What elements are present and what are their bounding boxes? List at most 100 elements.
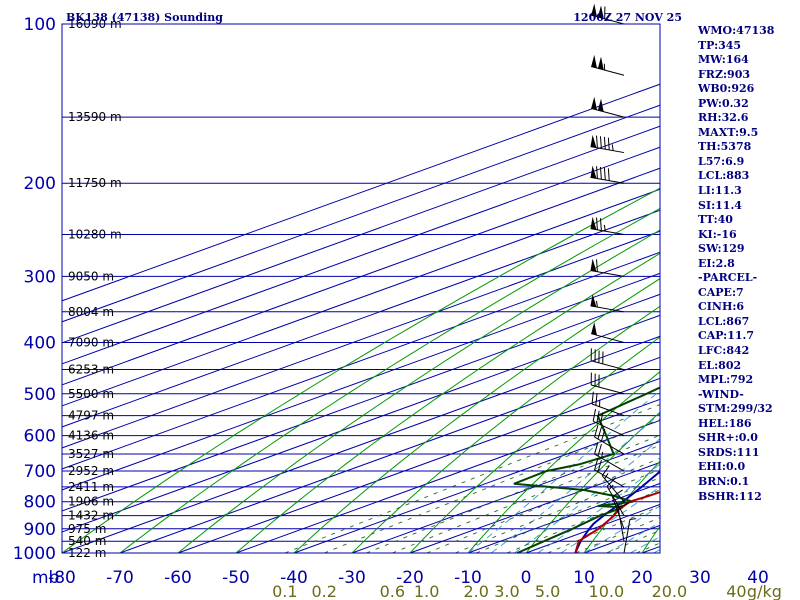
wind-barb-pennant: [590, 216, 597, 230]
wind-barb-flag: [596, 217, 598, 230]
pressure-tick-label: 900: [24, 520, 56, 540]
mixing-ratio-line: [506, 489, 660, 554]
wind-barb-flag: [591, 391, 594, 405]
wind-barb-shaft: [591, 14, 625, 25]
wind-barb-flag: [617, 502, 630, 509]
wind-barb-half-flag: [595, 300, 598, 308]
dry-adiabat-line: [293, 278, 660, 554]
isotherm-line: [293, 419, 660, 554]
index-item: KI:-16: [698, 227, 737, 241]
wind-barb-shaft: [590, 146, 625, 154]
temperature-tick-label: -70: [106, 568, 134, 588]
wind-barb-half-flag: [604, 473, 609, 480]
index-item: L57:6.9: [698, 154, 745, 168]
mixing-ratio-label: g/kg: [747, 582, 782, 600]
pressure-tick-label: 700: [24, 462, 56, 482]
wind-barb-pennant: [597, 56, 604, 70]
index-item: RH:32.6: [698, 111, 749, 125]
isotherm-line: [62, 104, 660, 323]
pressure-tick-label: 400: [24, 333, 56, 353]
wind-barb-flag: [601, 429, 606, 442]
height-label: 975 m: [68, 522, 106, 536]
index-item: WMO:47138: [698, 24, 775, 37]
index-item: LI:11.3: [698, 184, 742, 198]
wind-barb-flag: [606, 477, 617, 487]
pressure-tick-label: 100: [24, 15, 56, 35]
isotherm-line: [62, 125, 660, 344]
index-item: EL:802: [698, 358, 742, 372]
wind-barb: [590, 348, 625, 371]
wind-barb-shaft: [591, 333, 625, 343]
wind-barb-pennant: [597, 98, 604, 112]
mixing-ratio-label: 2.0: [463, 582, 488, 600]
dry-adiabat-line: [351, 305, 660, 554]
wind-barb: [592, 409, 625, 437]
wind-barb-flag: [596, 410, 600, 424]
wind-barb-shaft: [611, 496, 625, 529]
isotherm-line: [62, 272, 660, 491]
index-item: STM:299/32: [698, 402, 773, 416]
pressure-tick-label: 1000: [13, 544, 56, 564]
pressure-tick-label: 300: [24, 267, 56, 287]
temperature-tick-label: -20: [396, 568, 424, 588]
wind-barb-shaft: [594, 436, 625, 455]
dry-adiabat-line: [409, 336, 660, 554]
wind-barb-half-flag: [603, 224, 606, 232]
wind-barb-shaft: [592, 420, 625, 437]
mixing-ratio-line: [575, 517, 660, 554]
wind-barb: [590, 258, 625, 277]
index-item: BSHR:112: [698, 489, 762, 503]
pressure-tick-label: 800: [24, 493, 56, 513]
wind-barb-pennant: [591, 322, 597, 336]
height-label: 13590 m: [68, 110, 122, 124]
mixing-ratio-label: 0.1: [272, 582, 297, 600]
isotherm-line: [62, 188, 660, 407]
wind-barb-shaft: [591, 360, 625, 371]
wind-barb-pennant: [591, 3, 597, 17]
wind-barb-shaft: [591, 107, 625, 118]
wind-barb-pennant: [591, 54, 597, 69]
isotherm-line: [62, 230, 660, 449]
index-item: -PARCEL-: [698, 271, 758, 285]
wind-barb-shaft: [591, 403, 625, 417]
wind-barb-flag: [599, 166, 602, 180]
index-list: WMO:47138 TP:345 MW:164 FRZ:903 WB0:926 PW:0.…: [698, 24, 798, 504]
wind-barb: [617, 502, 630, 542]
height-label: 1906 m: [68, 495, 114, 509]
height-label: 11750 m: [68, 176, 122, 190]
wind-barb-flag: [599, 412, 604, 425]
temperature-tick-label: -80: [48, 568, 76, 588]
wind-barb: [591, 54, 625, 76]
pressure-tick-label: 500: [24, 385, 56, 405]
wind-barb: [594, 442, 625, 472]
height-label: 5500 m: [68, 387, 114, 401]
index-item: WB0:926: [698, 82, 755, 96]
height-label: 9050 m: [68, 269, 114, 283]
height-label: 6253 m: [68, 363, 114, 377]
height-label: 1432 m: [68, 509, 114, 523]
wind-barb-shaft: [601, 475, 625, 503]
isotherm-line: [62, 251, 660, 470]
temperature-tick-label: 0: [521, 568, 532, 588]
mixing-ratio-label: 0.6: [380, 582, 405, 600]
isotherm-line: [62, 167, 660, 386]
temperature-tick-label: -40: [280, 568, 308, 588]
wind-barb: [590, 134, 625, 154]
plot-area: [62, 24, 660, 554]
temperature-tick-label: 20: [631, 568, 653, 588]
wind-barb: [594, 425, 625, 455]
dry-adiabat-line: [467, 371, 660, 554]
temperature-tick-label: -10: [454, 568, 482, 588]
moist-adiabat-line: [583, 505, 660, 554]
index-item: MW:164: [698, 53, 749, 67]
wind-barb-flag: [597, 427, 602, 440]
height-label: 4797 m: [68, 409, 114, 423]
index-item: SW:129: [698, 242, 745, 256]
wind-barb: [594, 457, 625, 488]
mixing-ratio-label: 5.0: [535, 582, 560, 600]
index-item: LCL:867: [698, 314, 750, 328]
mixing-ratio-label: 3.0: [494, 582, 519, 600]
wind-barb: [591, 322, 625, 343]
wind-barb-pennant: [590, 165, 597, 179]
